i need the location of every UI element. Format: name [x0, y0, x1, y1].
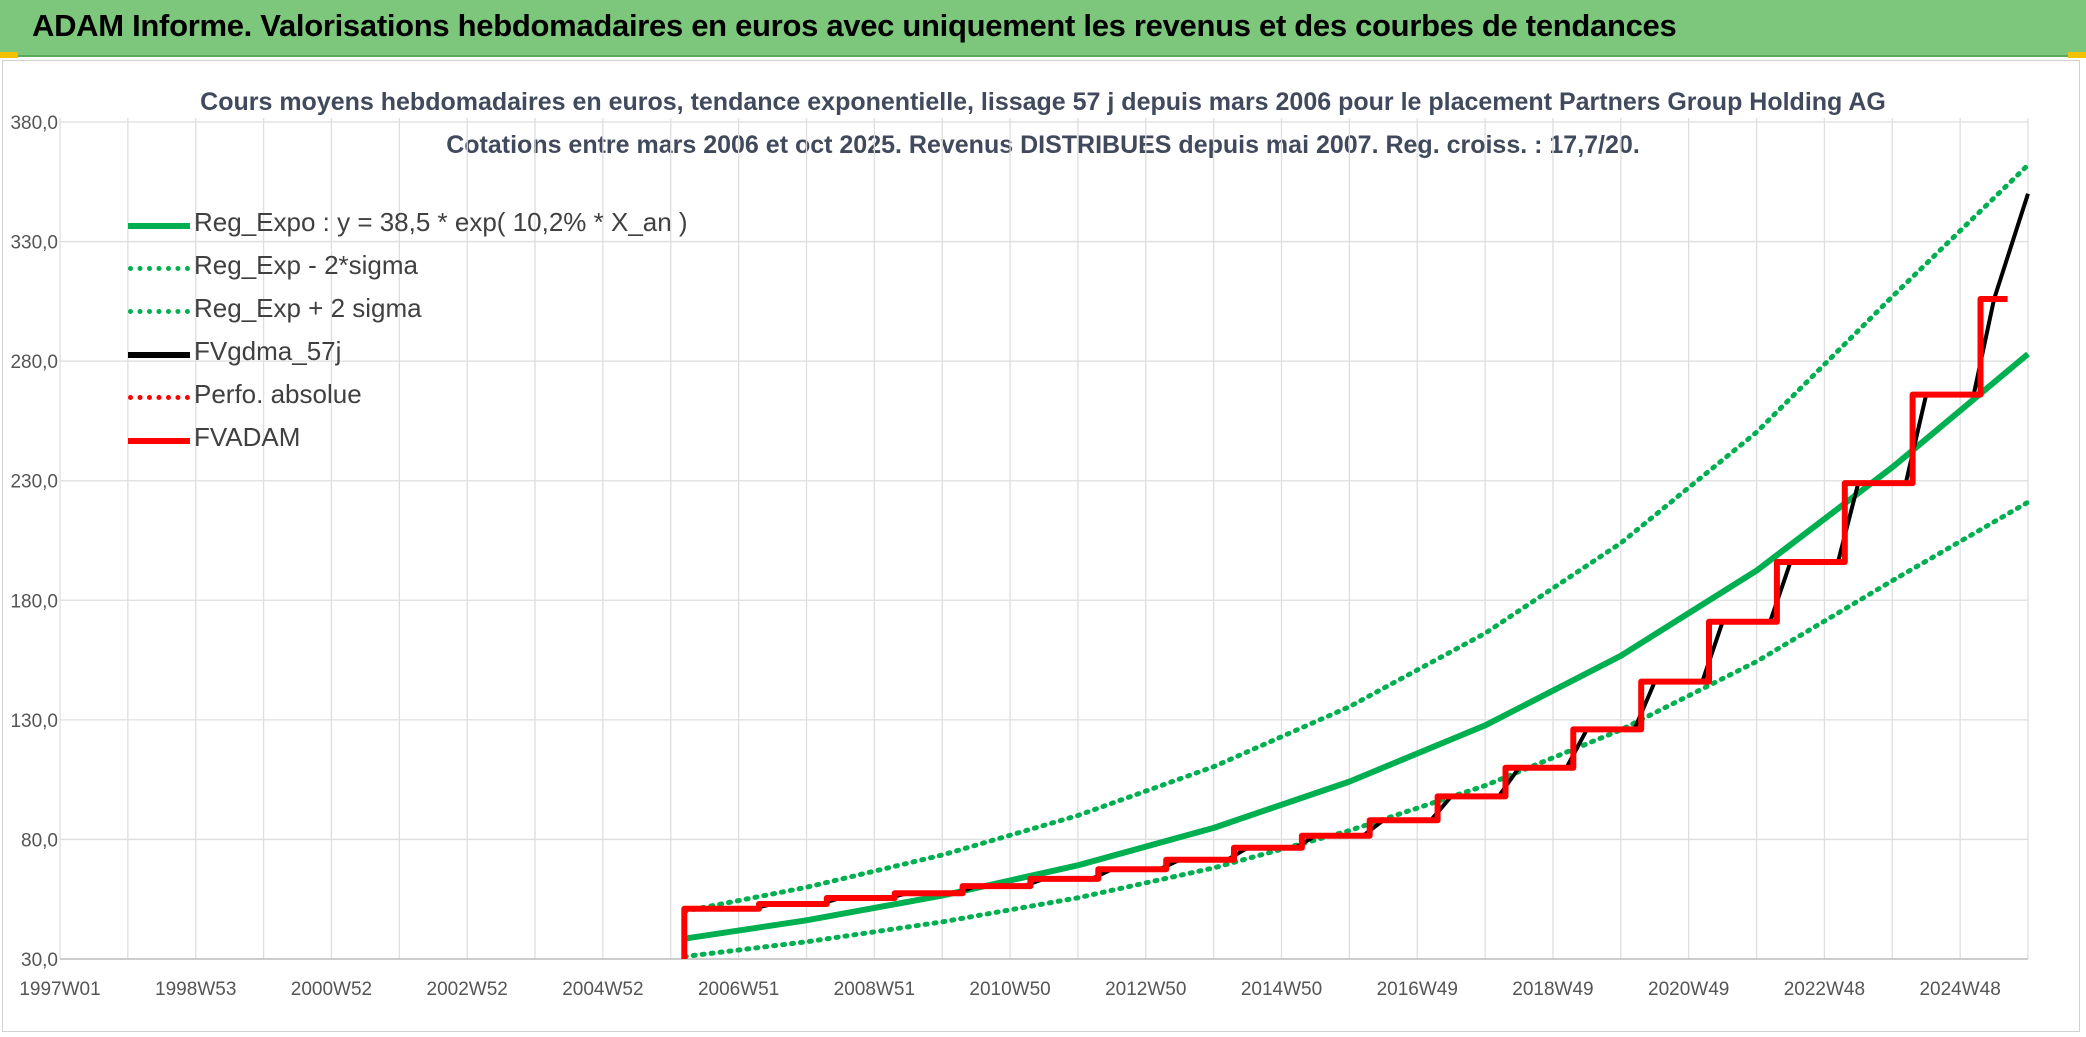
x-tick-label: 2004W52	[562, 979, 643, 1000]
legend-swatch	[128, 266, 190, 271]
x-tick-label: 2006W51	[698, 979, 779, 1000]
legend-swatch	[128, 352, 190, 358]
legend-swatch	[128, 223, 190, 229]
legend-swatch	[128, 309, 190, 314]
series-line-3	[684, 193, 2030, 911]
chart-subtitle: Cotations entre mars 2006 et oct 2025. R…	[446, 131, 1640, 159]
axis-ticks: 380,0 330,0 280,0 230,0 180,0 130,0 80,0 30,0 19…	[10, 113, 2000, 1000]
corner-accent-right	[2068, 52, 2086, 58]
legend-label: Reg_Exp - 2*sigma	[194, 250, 418, 280]
chart-title: Cours moyens hebdomadaires en euros, ten…	[200, 88, 1886, 116]
grid	[59, 118, 2029, 960]
y-tick-label: 230,0	[10, 472, 58, 493]
x-tick-label: 1997W01	[19, 979, 100, 1000]
legend-label: Perfo. absolue	[194, 379, 362, 409]
x-tick-label: 2020W49	[1648, 979, 1729, 1000]
y-tick-label: 380,0	[10, 113, 58, 134]
y-tick-label: 130,0	[10, 711, 58, 732]
legend-label: FVgdma_57j	[194, 336, 342, 366]
y-tick-label: 30,0	[21, 950, 58, 971]
series-line-0	[683, 351, 2030, 942]
legend-swatch	[128, 438, 190, 444]
legend-label: Reg_Expo : y = 38,5 * exp( 10,2% * X_an …	[194, 207, 688, 237]
legend-label: FVADAM	[194, 422, 301, 452]
legend-label: Reg_Exp + 2 sigma	[194, 293, 422, 323]
chart-frame	[2, 60, 2080, 1032]
x-tick-label: 2024W48	[1919, 979, 2000, 1000]
series-line-2	[681, 162, 2031, 914]
x-tick-label: 2002W52	[427, 979, 508, 1000]
y-tick-label: 280,0	[10, 352, 58, 373]
corner-accent-left	[0, 52, 18, 58]
x-tick-label: 2010W50	[969, 979, 1050, 1000]
series-line-5	[681, 296, 2008, 959]
x-tick-label: 2018W49	[1512, 979, 1593, 1000]
x-tick-label: 2000W52	[291, 979, 372, 1000]
report-banner: ADAM Informe. Valorisations hebdomadaire…	[0, 0, 2086, 57]
x-tick-label: 2022W48	[1784, 979, 1865, 1000]
x-tick-label: 2008W51	[834, 979, 915, 1000]
x-tick-label: 2016W49	[1377, 979, 1458, 1000]
x-tick-label: 2014W50	[1241, 979, 1322, 1000]
report-title: ADAM Informe. Valorisations hebdomadaire…	[32, 8, 1677, 43]
series-lines	[681, 162, 2031, 960]
legend-swatch	[128, 395, 190, 400]
series-line-1	[681, 499, 2031, 960]
y-tick-label: 180,0	[10, 591, 58, 612]
y-tick-label: 80,0	[21, 830, 58, 851]
x-tick-label: 2012W50	[1105, 979, 1186, 1000]
y-tick-label: 330,0	[10, 233, 58, 254]
x-tick-label: 1998W53	[155, 979, 236, 1000]
